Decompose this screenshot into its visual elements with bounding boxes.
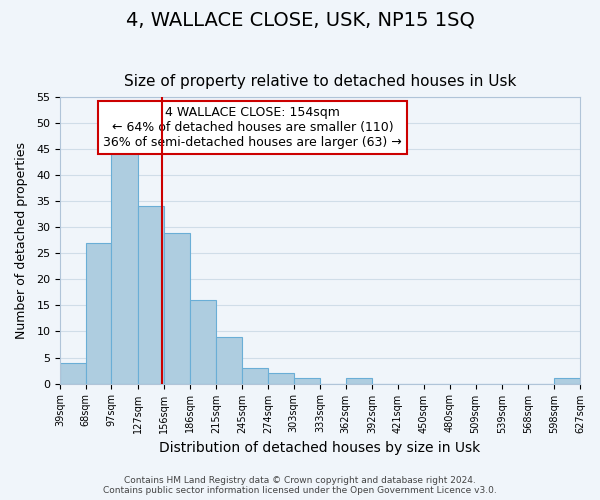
Text: 4, WALLACE CLOSE, USK, NP15 1SQ: 4, WALLACE CLOSE, USK, NP15 1SQ	[125, 10, 475, 29]
Bar	[164, 232, 190, 384]
Title: Size of property relative to detached houses in Usk: Size of property relative to detached ho…	[124, 74, 516, 89]
Bar	[554, 378, 580, 384]
Text: Contains HM Land Registry data © Crown copyright and database right 2024.
Contai: Contains HM Land Registry data © Crown c…	[103, 476, 497, 495]
Bar	[112, 144, 138, 384]
Bar	[86, 243, 112, 384]
Text: 4 WALLACE CLOSE: 154sqm
← 64% of detached houses are smaller (110)
36% of semi-d: 4 WALLACE CLOSE: 154sqm ← 64% of detache…	[103, 106, 402, 148]
Bar	[346, 378, 372, 384]
Bar	[190, 300, 216, 384]
Bar	[242, 368, 268, 384]
Y-axis label: Number of detached properties: Number of detached properties	[15, 142, 28, 339]
Bar	[60, 362, 86, 384]
Bar	[293, 378, 320, 384]
Bar	[138, 206, 164, 384]
Bar	[216, 336, 242, 384]
X-axis label: Distribution of detached houses by size in Usk: Distribution of detached houses by size …	[160, 441, 481, 455]
Bar	[268, 373, 293, 384]
